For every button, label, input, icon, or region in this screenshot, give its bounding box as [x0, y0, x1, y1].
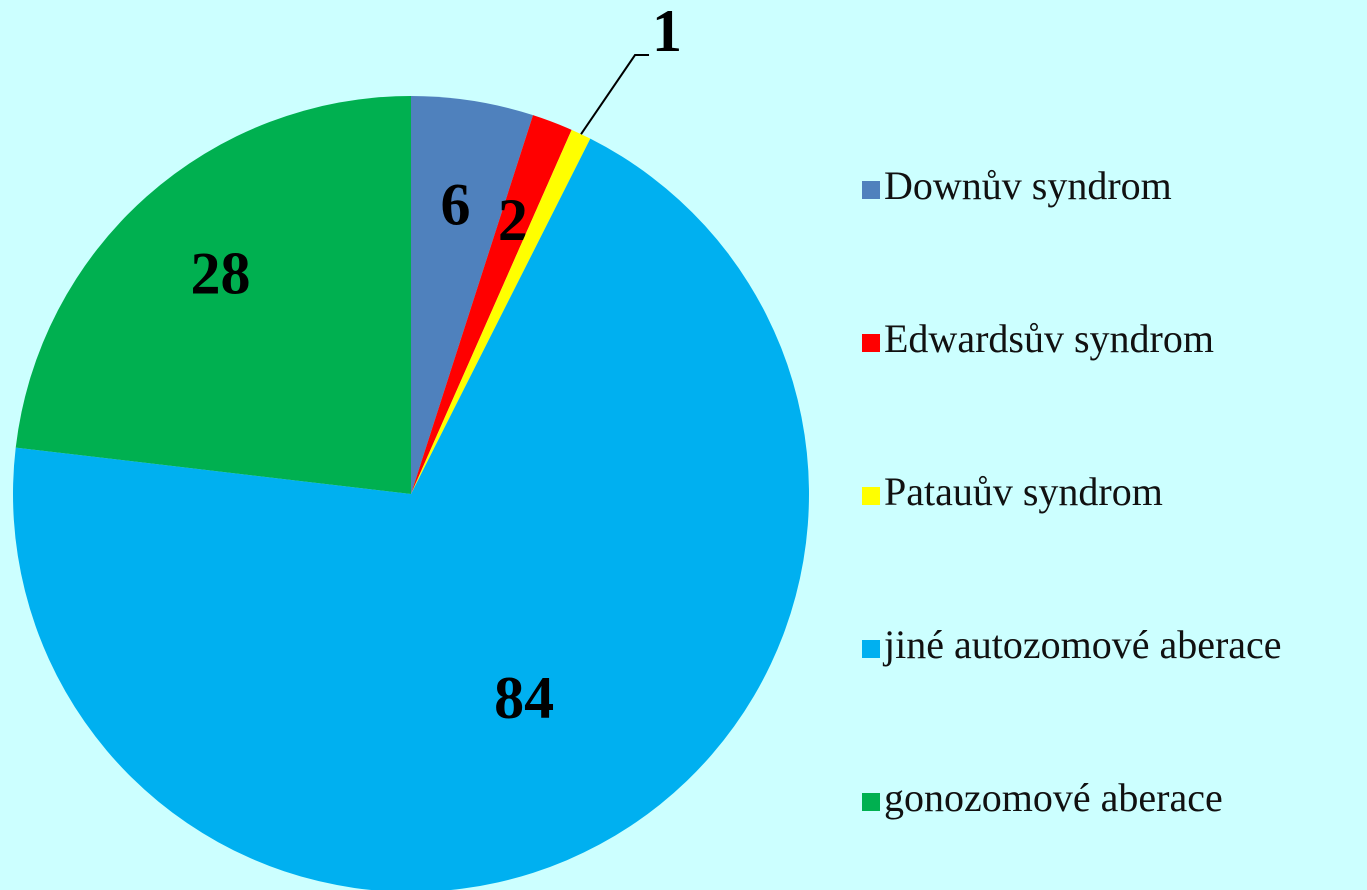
- pie-slice: [411, 96, 534, 494]
- legend-swatch: [862, 487, 880, 505]
- data-label: 1: [652, 0, 682, 64]
- data-label: 28: [191, 241, 251, 307]
- legend-swatch: [862, 181, 880, 199]
- pie-slice: [411, 115, 572, 494]
- leader-line: [580, 54, 650, 135]
- legend-label: Downův syndrom: [884, 163, 1172, 208]
- legend-swatch: [862, 793, 880, 811]
- pie-slice: [15, 96, 411, 494]
- legend-label: Patauův syndrom: [884, 469, 1163, 514]
- legend-swatch: [862, 640, 880, 658]
- data-label: 84: [494, 665, 554, 731]
- legend-label: jiné autozomové aberace: [882, 622, 1282, 667]
- legend-label: gonozomové aberace: [884, 775, 1223, 820]
- legend-swatch: [862, 334, 880, 352]
- pie-slice: [13, 138, 809, 890]
- data-label: 6: [440, 172, 470, 238]
- legend-label: Edwardsův syndrom: [884, 316, 1214, 361]
- pie-slice: [411, 129, 591, 494]
